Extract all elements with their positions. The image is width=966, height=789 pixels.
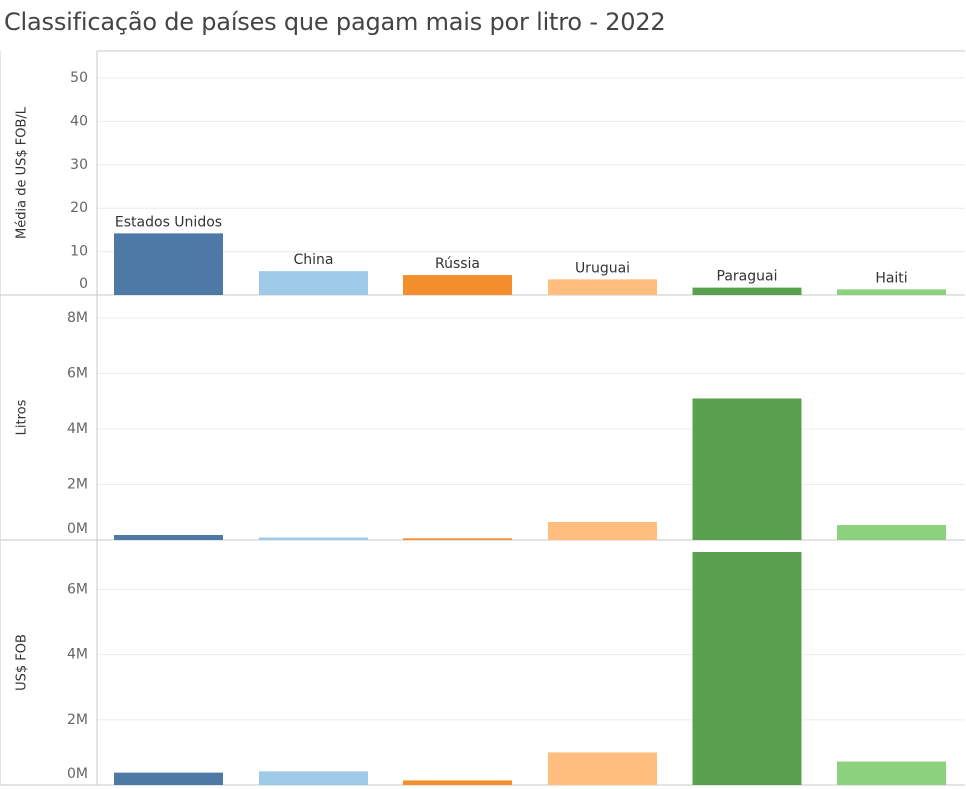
y-axis-title: US$ FOB: [15, 634, 30, 691]
y-tick-label: 0M: [67, 766, 88, 782]
y-tick-label: 10: [70, 244, 88, 260]
y-axis-title: Litros: [15, 399, 30, 435]
bar-uruguai: [548, 521, 657, 540]
y-tick-label: 50: [70, 70, 88, 86]
bar-label: Paraguai: [717, 269, 778, 285]
y-tick-label: 4M: [67, 647, 88, 663]
y-tick-label: 6M: [67, 581, 88, 597]
y-tick-label: 2M: [67, 712, 88, 728]
bar-paraguai: [692, 552, 802, 785]
bar-haiti: [837, 289, 946, 295]
y-tick-label: 20: [70, 200, 88, 216]
bar-haiti: [837, 525, 946, 540]
y-tick-label: 4M: [67, 421, 88, 437]
bar-haiti: [837, 761, 946, 785]
y-axis-title: Média de US$ FOB/L: [15, 106, 30, 239]
bar-r-ssia: [403, 275, 512, 295]
bar-paraguai: [692, 287, 802, 295]
y-tick-label: 0: [79, 276, 88, 292]
bar-china: [259, 771, 368, 785]
bar-label: China: [294, 252, 334, 268]
bar-r-ssia: [403, 538, 512, 540]
bar-label: Uruguai: [575, 260, 630, 276]
bar-estados-unidos: [114, 772, 223, 785]
bar-label: Rússia: [435, 256, 480, 272]
chart-title: Classificação de países que pagam mais p…: [4, 8, 666, 36]
y-tick-label: 2M: [67, 477, 88, 493]
bar-uruguai: [548, 752, 657, 785]
y-tick-label: 0M: [67, 521, 88, 537]
bar-estados-unidos: [114, 535, 223, 540]
y-tick-label: 40: [70, 113, 88, 129]
y-tick-label: 6M: [67, 366, 88, 382]
bar-label: Haiti: [875, 270, 907, 286]
bar-r-ssia: [403, 780, 512, 785]
bar-estados-unidos: [114, 233, 223, 295]
bar-paraguai: [692, 398, 802, 540]
y-tick-label: 8M: [67, 310, 88, 326]
bar-china: [259, 537, 368, 540]
bar-label: Estados Unidos: [115, 214, 222, 230]
y-tick-label: 30: [70, 157, 88, 173]
bar-china: [259, 271, 368, 295]
bar-uruguai: [548, 279, 657, 295]
